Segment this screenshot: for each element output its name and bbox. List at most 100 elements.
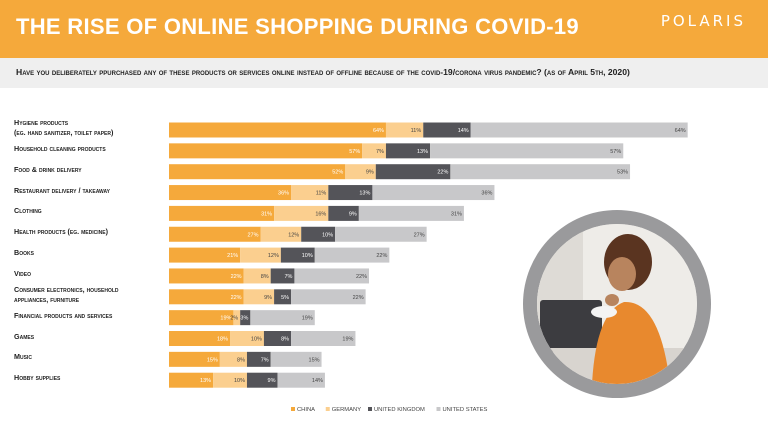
bar-segment-united-kingdom	[274, 289, 292, 305]
data-label: 9%	[349, 211, 357, 217]
shirt-shape	[592, 301, 670, 384]
category-label-line: Financial products and services	[14, 310, 113, 320]
bar-segment-united-states	[314, 247, 390, 263]
data-label: 8%	[237, 357, 245, 363]
data-label: 19%	[342, 337, 353, 343]
bar-segment-united-states	[430, 143, 624, 159]
data-label: 7%	[284, 274, 292, 280]
category-label: Financial products and services	[14, 311, 164, 321]
data-label: 8%	[261, 274, 269, 280]
legend-swatch	[368, 407, 372, 411]
bar-segment-united-states	[250, 310, 315, 326]
data-label: 21%	[227, 253, 238, 259]
question-band: Have you deliberately ppurchased any of …	[0, 58, 768, 88]
bar-segment-united-kingdom	[385, 143, 431, 159]
category-label-line: Household cleaning products	[14, 143, 106, 153]
data-label: 31%	[261, 211, 272, 217]
bar-segment-united-states	[291, 331, 356, 346]
data-label: 53%	[617, 170, 628, 176]
category-label: Music	[14, 352, 164, 362]
category-label: Clothing	[14, 206, 164, 216]
bar-segment-germany	[291, 185, 329, 201]
bar-segment-united-kingdom	[270, 268, 295, 284]
category-label-line: Books	[14, 248, 34, 258]
data-label: 10%	[302, 253, 313, 259]
laptop-shape	[540, 300, 602, 352]
header-banner: THE RISE OF ONLINE SHOPPING DURING COVID…	[0, 0, 768, 58]
category-label: Health products (eg. medicine)	[14, 227, 164, 237]
data-label: 13%	[200, 378, 211, 384]
bar-segment-united-states	[294, 268, 370, 284]
bar-segment-china	[169, 164, 346, 180]
data-label: 8%	[281, 337, 289, 343]
category-label: Household cleaning products	[14, 144, 164, 154]
face-shape	[608, 257, 636, 291]
bar-segment-united-kingdom	[328, 185, 373, 201]
bar-segment-united-kingdom	[240, 310, 251, 326]
data-label: 36%	[278, 191, 289, 197]
bar-segment-united-states	[270, 351, 322, 367]
category-label-line: Music	[14, 352, 32, 362]
bar-segment-united-states	[450, 164, 631, 180]
bar-segment-germany	[260, 226, 302, 242]
bar-segment-germany	[219, 351, 247, 367]
data-label: 18%	[217, 337, 228, 343]
data-label: 22%	[353, 295, 364, 301]
data-label: 16%	[315, 211, 326, 217]
bar-segment-united-kingdom	[246, 351, 271, 367]
data-label: 7%	[261, 357, 269, 363]
data-label: 14%	[312, 378, 323, 384]
bar-segment-germany	[243, 268, 271, 284]
bar-segment-germany	[274, 205, 329, 221]
category-label: Consumer electronics, household appliance…	[14, 285, 164, 305]
category-label: Video	[14, 269, 164, 279]
category-label-line: Food & drink delivery	[14, 164, 82, 174]
data-label: 52%	[332, 170, 343, 176]
category-label-line: Video	[14, 268, 32, 278]
bar-segment-china	[169, 205, 275, 221]
data-label: 22%	[437, 170, 448, 176]
bar-segment-united-states	[372, 185, 495, 201]
data-label: 9%	[264, 295, 272, 301]
data-label: 31%	[451, 211, 462, 217]
bar-segment-china	[169, 351, 220, 367]
bar-segment-united-states	[291, 289, 366, 305]
legend-swatch	[325, 407, 330, 411]
legend-swatch	[436, 407, 441, 411]
bar-segment-germany	[233, 310, 241, 326]
category-label-line: Health products (eg. medicine)	[14, 227, 108, 237]
bar-segment-united-kingdom	[375, 164, 451, 180]
data-label: 15%	[309, 357, 320, 363]
bar-segment-china	[169, 226, 261, 242]
category-label-line: Restaurant delivery / takeaway	[14, 185, 110, 195]
bar-segment-united-states	[358, 205, 464, 221]
data-label: 10%	[251, 337, 262, 343]
category-label-line: (eg. hand sanitizer, toilet paper)	[14, 128, 114, 137]
data-label: 22%	[231, 295, 242, 301]
data-label: 19%	[302, 316, 313, 322]
bar-segment-united-kingdom	[423, 122, 471, 138]
data-label: 22%	[356, 274, 367, 280]
data-label: 9%	[366, 170, 374, 176]
data-label: 57%	[349, 149, 360, 155]
data-label: 15%	[207, 357, 218, 363]
bar-segment-germany	[213, 372, 247, 388]
category-label: Food & drink delivery	[14, 165, 164, 175]
data-label: 64%	[675, 128, 686, 134]
data-label: 13%	[417, 149, 428, 155]
data-label: 11%	[411, 128, 422, 134]
category-label-line: appliances, furniture	[14, 294, 80, 304]
data-label: 2%	[230, 316, 238, 322]
bowl-shape	[591, 306, 617, 318]
bar-segment-germany	[240, 247, 281, 263]
bar-segment-united-kingdom	[280, 247, 315, 263]
category-label-line: Hobby supplies	[14, 373, 61, 383]
bar-segment-germany	[362, 143, 386, 159]
bar-segment-united-states	[470, 122, 688, 138]
data-label: 22%	[231, 274, 242, 280]
bar-segment-china	[169, 247, 241, 263]
bar-segment-china	[169, 310, 234, 326]
data-label: 10%	[234, 378, 245, 384]
